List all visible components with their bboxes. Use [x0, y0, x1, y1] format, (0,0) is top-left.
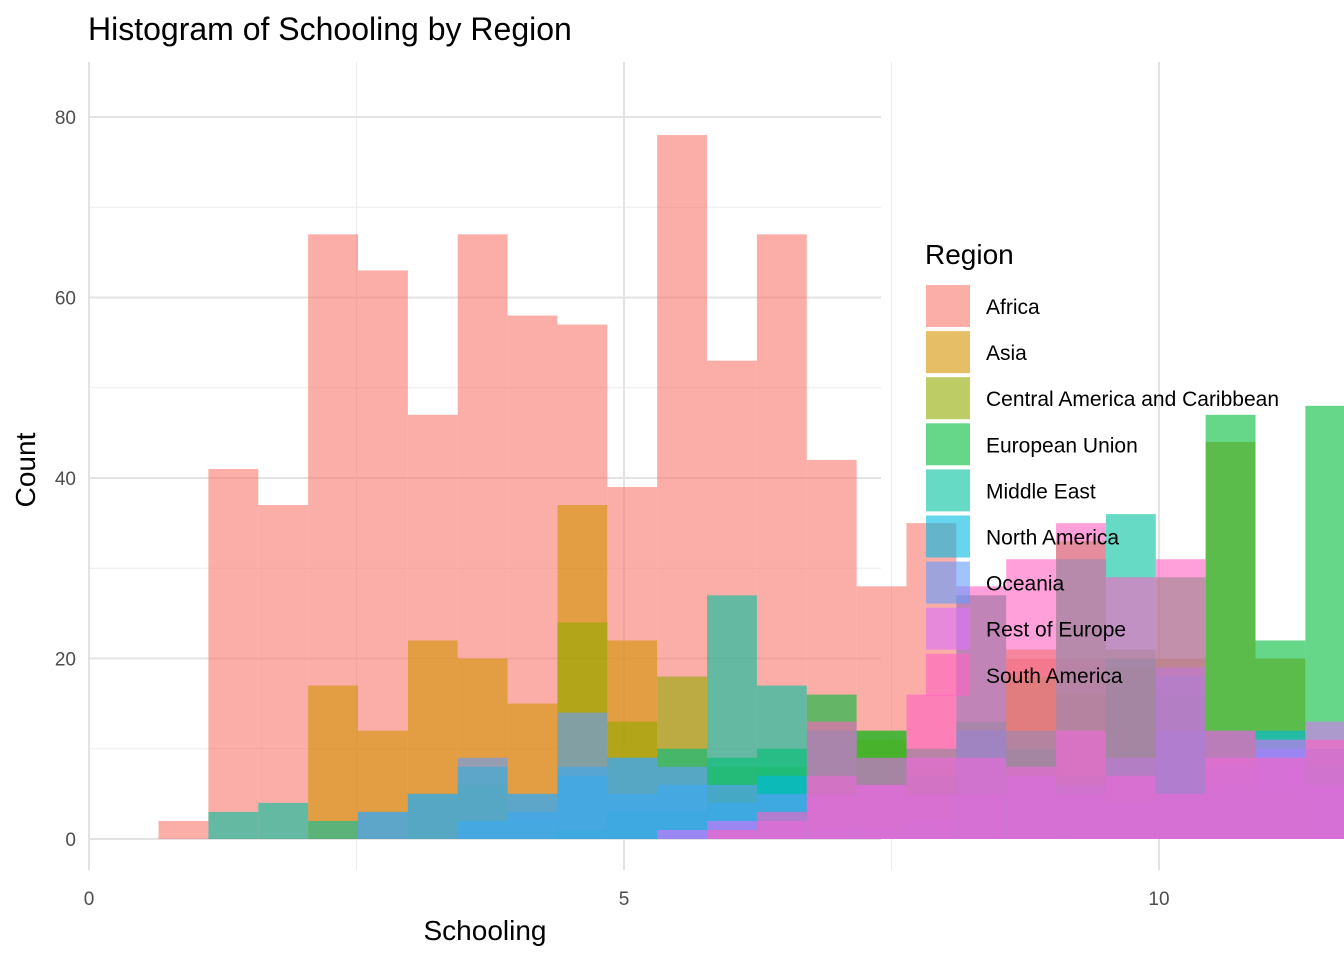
x-axis-ticks: 0 5 10: [84, 889, 1170, 910]
legend-swatch: [926, 285, 970, 327]
histogram-bar: [1006, 559, 1057, 839]
histogram-bar: [357, 811, 408, 839]
histogram-bar: [258, 505, 309, 839]
legend-label: Oceania: [986, 573, 1065, 596]
legend-swatch: [926, 423, 970, 466]
histogram-bar: [1305, 739, 1344, 839]
legend-swatch: [926, 469, 970, 512]
histogram-bar: [1205, 730, 1256, 839]
histogram-bar: [906, 694, 957, 839]
y-tick-label: 20: [55, 650, 76, 671]
legend-label: Asia: [986, 342, 1027, 365]
legend-label: Africa: [986, 296, 1040, 319]
legend-swatch: [926, 515, 970, 558]
legend-label: Central America and Caribbean: [986, 388, 1279, 411]
y-tick-label: 0: [65, 830, 76, 851]
y-axis-title: Count: [10, 432, 41, 507]
histogram-bar: [607, 757, 658, 839]
histogram-bar: [407, 793, 458, 839]
histogram-bar: [557, 712, 608, 839]
series-south-america: [707, 523, 1344, 839]
x-axis-title: Schooling: [424, 915, 547, 946]
histogram-bar: [1155, 559, 1206, 839]
y-tick-label: 40: [55, 469, 76, 490]
histogram-bar: [1105, 577, 1156, 839]
legend-swatch: [926, 377, 970, 420]
histogram-bar: [1056, 523, 1106, 839]
legend: Region Africa Asia Central America and Car…: [925, 239, 1279, 696]
legend-label: North America: [986, 527, 1119, 550]
legend-label: Middle East: [986, 480, 1096, 503]
histogram-bar: [806, 721, 857, 839]
chart-title: Histogram of Schooling by Region: [88, 11, 572, 47]
legend-title: Region: [925, 239, 1014, 270]
histogram-bar: [1255, 757, 1306, 839]
legend-swatch: [926, 561, 970, 604]
histogram-bar: [507, 793, 558, 839]
histogram-bar: [707, 829, 757, 839]
y-tick-label: 60: [55, 289, 76, 310]
legend-swatch: [926, 607, 970, 650]
legend-swatch: [926, 331, 970, 374]
histogram-bars: [158, 135, 1344, 840]
x-tick-label: 10: [1148, 889, 1169, 910]
histogram-bar: [657, 829, 708, 839]
histogram-bar: [208, 811, 259, 839]
legend-label: South America: [986, 665, 1123, 688]
y-axis-ticks: 0 20 40 60 80: [55, 108, 76, 851]
legend-label: Rest of Europe: [986, 619, 1126, 642]
histogram-bar: [158, 820, 209, 839]
x-tick-label: 5: [619, 889, 630, 910]
legend-label: European Union: [986, 434, 1138, 457]
histogram-bar: [657, 766, 708, 839]
x-tick-label: 0: [84, 889, 95, 910]
y-tick-label: 80: [55, 108, 76, 129]
histogram-bar: [457, 757, 508, 839]
histogram-bar: [308, 685, 358, 839]
histogram-bar: [756, 811, 807, 839]
histogram-bar: [856, 757, 907, 839]
legend-swatch: [926, 653, 970, 696]
histogram-bar: [208, 468, 259, 839]
histogram-bar: [308, 820, 358, 839]
histogram-bar: [258, 802, 309, 839]
